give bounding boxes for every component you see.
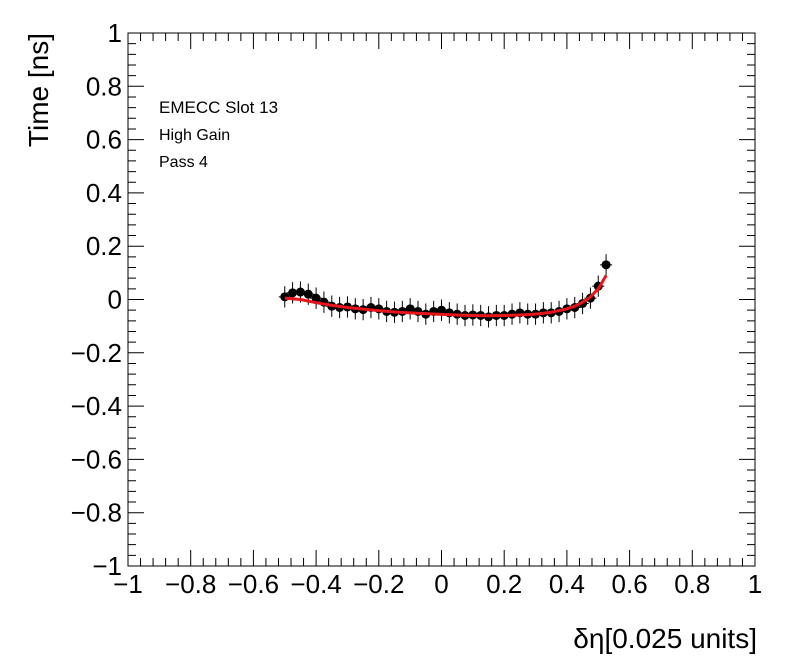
x-tick-label: −0.2 bbox=[353, 569, 404, 599]
x-tick-label: 0.8 bbox=[674, 569, 710, 599]
data-point bbox=[280, 292, 290, 302]
y-tick-label: −0.2 bbox=[71, 338, 122, 368]
x-tick-labels: −1 −0.8 −0.6 −0.4 −0.2 0 0.2 0.4 0.6 0.8 1 bbox=[113, 569, 762, 599]
y-tick-label: 0.6 bbox=[86, 125, 122, 155]
x-tick-label: −0.8 bbox=[165, 569, 216, 599]
y-tick-label: 0.8 bbox=[86, 71, 122, 101]
x-tick-label: −0.4 bbox=[290, 569, 341, 599]
x-tick-label: 0.2 bbox=[486, 569, 522, 599]
x-tick-label: −1 bbox=[113, 569, 143, 599]
error-bars bbox=[278, 254, 613, 328]
annotation-slot: EMECC Slot 13 bbox=[159, 98, 278, 117]
y-tick-label: 0.4 bbox=[86, 178, 122, 208]
axis-ticks bbox=[127, 32, 756, 567]
data-point bbox=[405, 304, 415, 314]
data-point bbox=[437, 305, 446, 315]
x-tick-label: −0.6 bbox=[228, 569, 279, 599]
y-tick-label: 1 bbox=[108, 18, 122, 48]
fit-line bbox=[284, 274, 608, 318]
x-tick-label: 1 bbox=[748, 569, 762, 599]
data-point bbox=[601, 260, 611, 270]
y-tick-label: −0.6 bbox=[71, 444, 122, 474]
data-point bbox=[295, 287, 305, 297]
x-tick-label: 0 bbox=[434, 569, 448, 599]
annotation-pass: Pass 4 bbox=[159, 154, 208, 171]
x-tick-label: 0.6 bbox=[612, 569, 648, 599]
tick-marks bbox=[127, 32, 756, 567]
data-points bbox=[280, 260, 611, 322]
x-tick-label: 0.4 bbox=[549, 569, 585, 599]
y-tick-label: −0.8 bbox=[71, 498, 122, 528]
data-point bbox=[288, 288, 298, 298]
y-tick-label: −0.4 bbox=[71, 391, 122, 421]
data-point bbox=[303, 289, 313, 299]
y-tick-labels: −1 −0.8 −0.6 −0.4 −0.2 0 0.2 0.4 0.6 0.8 1 bbox=[71, 18, 122, 581]
y-tick-label: −1 bbox=[92, 551, 122, 581]
x-axis-title: δη[0.025 units] bbox=[573, 623, 757, 654]
annotation-gain: High Gain bbox=[159, 127, 230, 144]
y-axis-title: Time [ns] bbox=[23, 33, 54, 147]
data-point bbox=[311, 293, 321, 303]
y-tick-label: 0.2 bbox=[86, 231, 122, 261]
y-tick-label: 0 bbox=[108, 285, 122, 315]
